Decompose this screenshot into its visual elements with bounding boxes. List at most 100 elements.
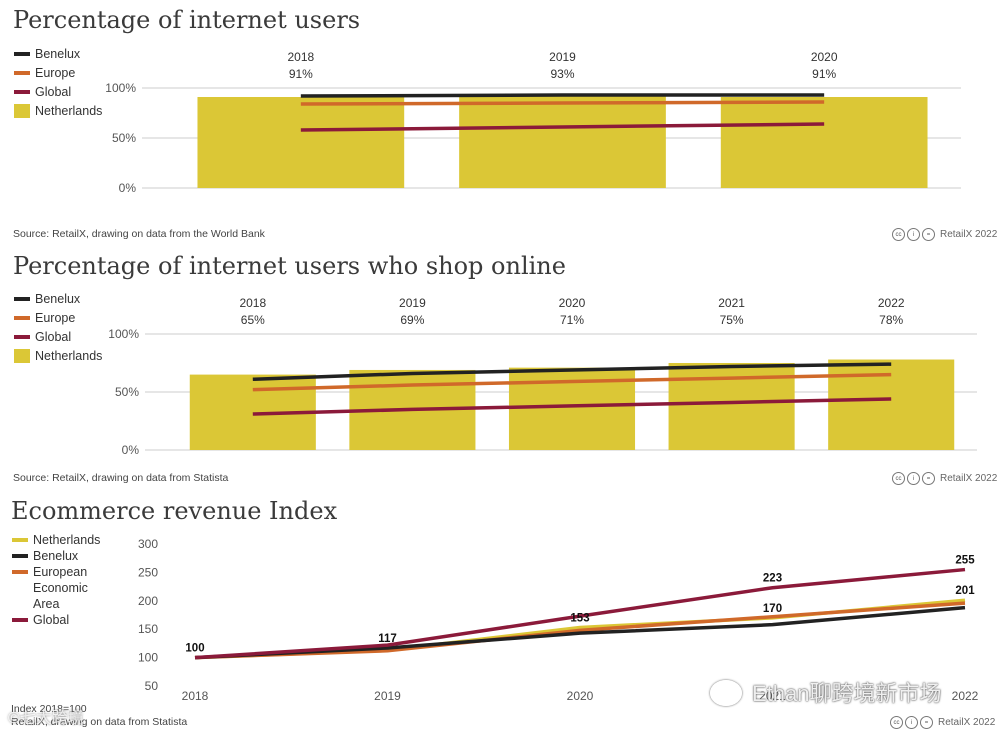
chart2-legend: Benelux Europe Global Netherlands [14, 289, 102, 365]
bar-value-label: 91% [289, 67, 313, 81]
bar-value-label: 93% [550, 67, 574, 81]
y-tick-label: 50 [145, 679, 159, 693]
chart1-title: Percentage of internet users [13, 6, 361, 34]
line-benelux [300, 93, 825, 98]
legend-item-netherlands: Netherlands [14, 101, 102, 120]
legend-item-netherlands: Netherlands [12, 532, 105, 548]
data-label: 255 [955, 555, 975, 567]
data-label: 153 [570, 612, 589, 624]
legend-label: Global [35, 329, 72, 344]
line-european-economic-area [194, 601, 966, 660]
legend-swatch [14, 334, 30, 339]
legend-item-europe: Europe [14, 308, 102, 327]
data-label: 117 [378, 633, 397, 645]
chart1-credit: cc i = RetailX 2022 [892, 228, 997, 241]
bar-value-label: 69% [400, 313, 424, 327]
y-tick-label: 50% [112, 131, 136, 145]
chart3-legend: Netherlands Benelux European Economic Ar… [12, 532, 105, 628]
legend-label: Benelux [35, 291, 81, 306]
legend-swatch [14, 296, 30, 301]
legend-label: European Economic Area [33, 565, 88, 611]
legend-item-benelux: Benelux [14, 289, 102, 308]
x-tick-label: 2022 [952, 689, 979, 703]
legend-item-global: Global [14, 82, 102, 101]
legend-label: Benelux [33, 549, 79, 563]
by-icon: i [905, 716, 918, 729]
category-label: 2018 [287, 50, 314, 64]
legend-swatch [14, 51, 30, 56]
chart2-source: Source: RetailX, drawing on data from St… [13, 472, 229, 484]
legend-label: Netherlands [35, 103, 103, 118]
category-label: 2019 [549, 50, 576, 64]
bar-2019 [459, 95, 666, 188]
line-global [194, 567, 966, 660]
x-tick-label: 2021 [759, 689, 786, 703]
legend-item-eea: European Economic Area [12, 564, 105, 612]
legend-label: Europe [35, 65, 76, 80]
legend-swatch [14, 70, 30, 75]
chart2-plot: 0% 50% 100% 2018 65% 2019 69% 2020 71% 2021 75% 202… [108, 296, 977, 457]
legend-swatch [12, 618, 28, 622]
legend-swatch [14, 103, 30, 118]
y-tick-label: 100% [108, 327, 139, 341]
y-tick-label: 100% [105, 81, 136, 95]
y-tick-label: 100 [138, 651, 158, 665]
nd-icon: = [920, 716, 933, 729]
chart3-credit: cc i = RetailX 2022 [890, 716, 995, 729]
y-tick-label: 250 [138, 565, 158, 579]
y-tick-label: 50% [115, 385, 139, 399]
x-tick-label: 2018 [182, 689, 209, 703]
nd-icon: = [922, 228, 935, 241]
line-europe [252, 372, 892, 392]
line-benelux [194, 605, 966, 660]
line-global [252, 397, 892, 416]
bar-value-label: 71% [560, 313, 584, 327]
chart3-title: Ecommerce revenue Index [11, 497, 338, 525]
y-tick-label: 150 [138, 622, 158, 636]
chart3-source: RetailX, drawing on data from Statista [11, 716, 188, 728]
category-label: 2020 [559, 296, 586, 310]
chart1-legend: Benelux Europe Global Netherlands [14, 44, 102, 120]
legend-label: Benelux [35, 46, 81, 61]
nd-icon: = [922, 472, 935, 485]
data-label: 100 [185, 643, 204, 655]
watermark-text: Ethan聊跨境新市场 [752, 681, 942, 706]
cc-icon: cc [892, 228, 905, 241]
bar-value-label: 75% [720, 313, 744, 327]
y-tick-label: 0% [119, 181, 137, 195]
legend-swatch [12, 554, 28, 558]
bar-2020 [720, 97, 928, 188]
legend-swatch [14, 315, 30, 320]
chart3-note: Index 2018=100 [11, 703, 87, 715]
legend-item-europe: Europe [14, 63, 102, 82]
legend-label: Global [35, 84, 72, 99]
by-icon: i [907, 472, 920, 485]
category-label: 2021 [718, 296, 745, 310]
legend-item-netherlands: Netherlands [14, 346, 102, 365]
data-label: 201 [955, 585, 975, 597]
legend-item-global: Global [14, 327, 102, 346]
legend-swatch [12, 570, 28, 574]
bar-value-label: 78% [879, 313, 903, 327]
line-global [300, 122, 825, 132]
legend-label: Netherlands [35, 348, 103, 363]
bar-value-label: 91% [812, 67, 836, 81]
category-label: 2020 [811, 50, 838, 64]
chart2-credit: cc i = RetailX 2022 [892, 472, 997, 485]
data-label: 223 [763, 573, 782, 585]
line-benelux [252, 362, 892, 381]
cc-icon: cc [892, 472, 905, 485]
by-icon: i [907, 228, 920, 241]
legend-swatch [14, 348, 30, 363]
legend-swatch [12, 538, 28, 542]
x-tick-label: 2019 [374, 689, 401, 703]
chart1-plot: 0% 50% 100% 2018 91% 2019 93% 2020 91% [105, 50, 961, 195]
legend-label: Netherlands [33, 533, 101, 547]
y-tick-label: 200 [138, 594, 158, 608]
category-label: 2019 [399, 296, 426, 310]
wechat-icon [710, 680, 742, 706]
credit-text: RetailX 2022 [938, 717, 996, 728]
credit-text: RetailX 2022 [940, 229, 998, 240]
legend-item-global: Global [12, 612, 105, 628]
y-tick-label: 300 [138, 537, 158, 551]
